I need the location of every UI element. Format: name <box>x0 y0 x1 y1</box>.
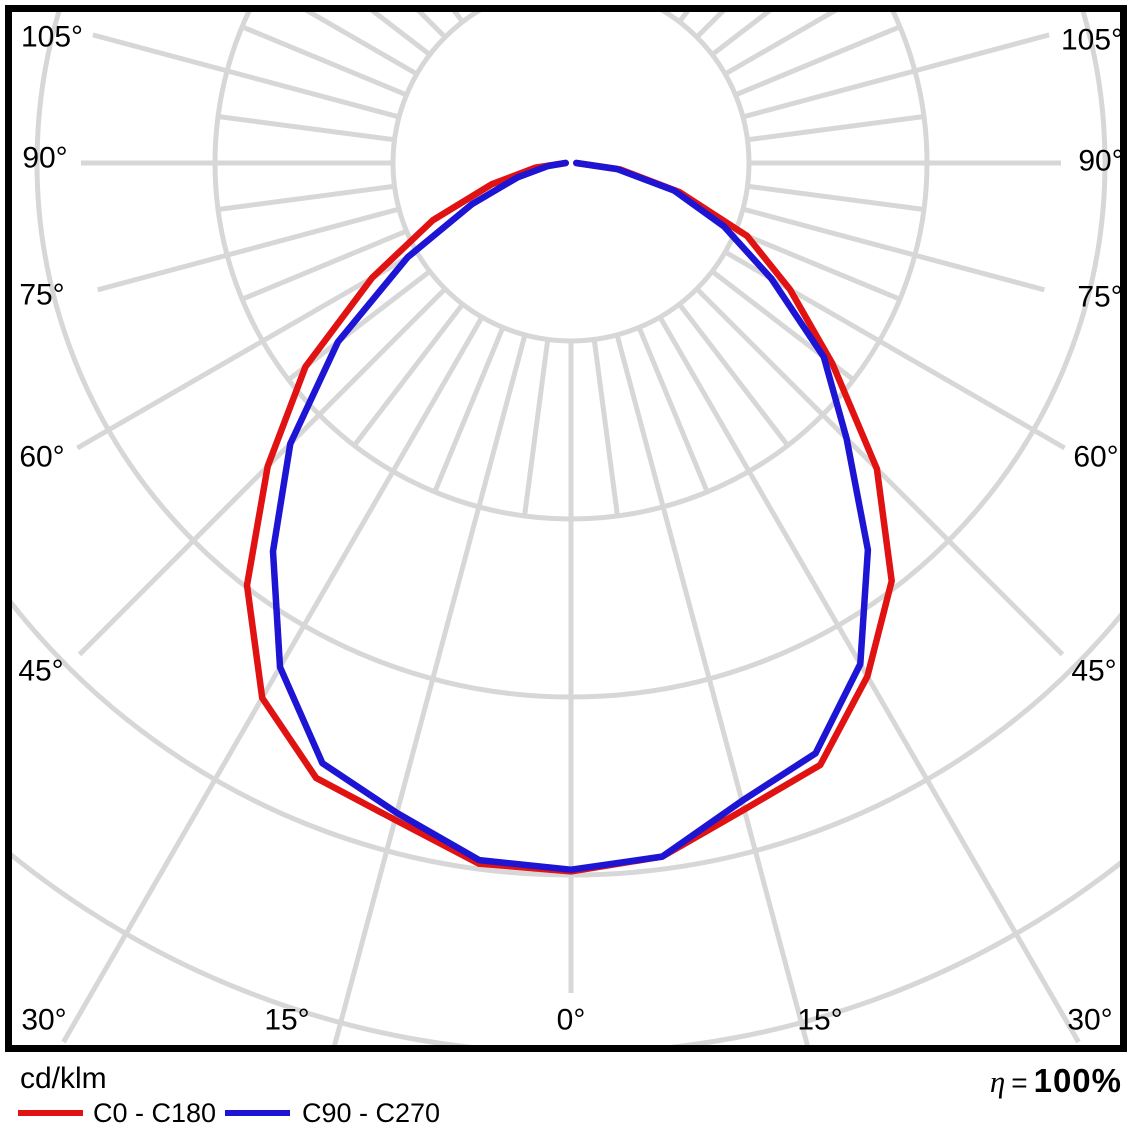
grid-major-line-15 <box>332 334 528 1045</box>
grid-minor-tick <box>217 114 395 143</box>
angle-label-90deg: 90° <box>1078 145 1123 178</box>
grid-minor-tick <box>352 302 465 447</box>
grid-minor-tick <box>241 228 408 302</box>
grid-major-line-120 <box>723 12 838 77</box>
angle-label-60deg: 60° <box>1073 441 1118 474</box>
legend-swatch-c0-c180 <box>18 1110 83 1116</box>
grid-minor-tick <box>734 228 901 302</box>
legend-label-c0-c180: C0 - C180 <box>93 1098 217 1128</box>
angle-label-105deg: 105° <box>21 21 83 54</box>
angle-label-90deg: 90° <box>22 142 67 175</box>
grid-minor-tick <box>636 326 710 493</box>
grid-major-line-75 <box>97 206 400 293</box>
angle-label-75deg: 75° <box>19 279 64 312</box>
grid-minor-tick <box>747 183 925 212</box>
angle-label-60deg: 60° <box>19 441 64 474</box>
grid-major-line-120 <box>304 12 419 77</box>
grid-major-line-60 <box>76 249 419 451</box>
legend-swatch-c90-c270 <box>225 1110 290 1116</box>
angle-label-30deg: 30° <box>21 1004 66 1037</box>
angle-label-15deg: 15° <box>264 1004 309 1037</box>
angle-label-30deg: 30° <box>1067 1004 1112 1037</box>
grid-minor-tick <box>591 339 620 517</box>
grid-major-line-45 <box>77 287 447 657</box>
legend-label-c90-c270: C90 - C270 <box>302 1098 441 1128</box>
eta-value: 100% <box>1033 1062 1122 1099</box>
grid-minor-tick <box>747 114 925 143</box>
angle-label-0deg: 0° <box>557 1004 586 1037</box>
angle-label-45deg: 45° <box>1071 655 1116 688</box>
grid-minor-tick <box>217 183 395 212</box>
angle-label-105deg: 105° <box>1061 24 1123 57</box>
grid-minor-tick <box>734 24 901 98</box>
grid-major-line-30 <box>61 315 485 1044</box>
angle-label-75deg: 75° <box>1077 281 1122 314</box>
curve-c90-c270 <box>269 159 872 873</box>
grid-minor-tick <box>432 326 506 493</box>
grid-major-line-105 <box>92 32 400 120</box>
grid-major-line-60 <box>723 249 1066 451</box>
grid-minor-tick <box>370 12 432 57</box>
grid-major-line-105 <box>742 32 1050 120</box>
plot-border <box>5 5 1127 1052</box>
grid-minor-tick <box>522 339 551 517</box>
eta-symbol: η <box>989 1064 1006 1099</box>
grid-minor-tick <box>241 24 408 98</box>
efficiency-readout: η = 100% <box>990 1062 1122 1100</box>
angle-label-15deg: 15° <box>797 1004 842 1037</box>
grid-ring-1 <box>390 12 752 344</box>
grid-minor-tick <box>677 302 790 447</box>
angle-label-45deg: 45° <box>18 655 63 688</box>
grid-minor-tick <box>710 12 772 57</box>
eta-equals: = <box>1011 1067 1028 1098</box>
unit-label: cd/klm <box>20 1062 107 1095</box>
grid-major-line-75 <box>742 206 1045 293</box>
grid-major-line-15 <box>614 334 810 1045</box>
